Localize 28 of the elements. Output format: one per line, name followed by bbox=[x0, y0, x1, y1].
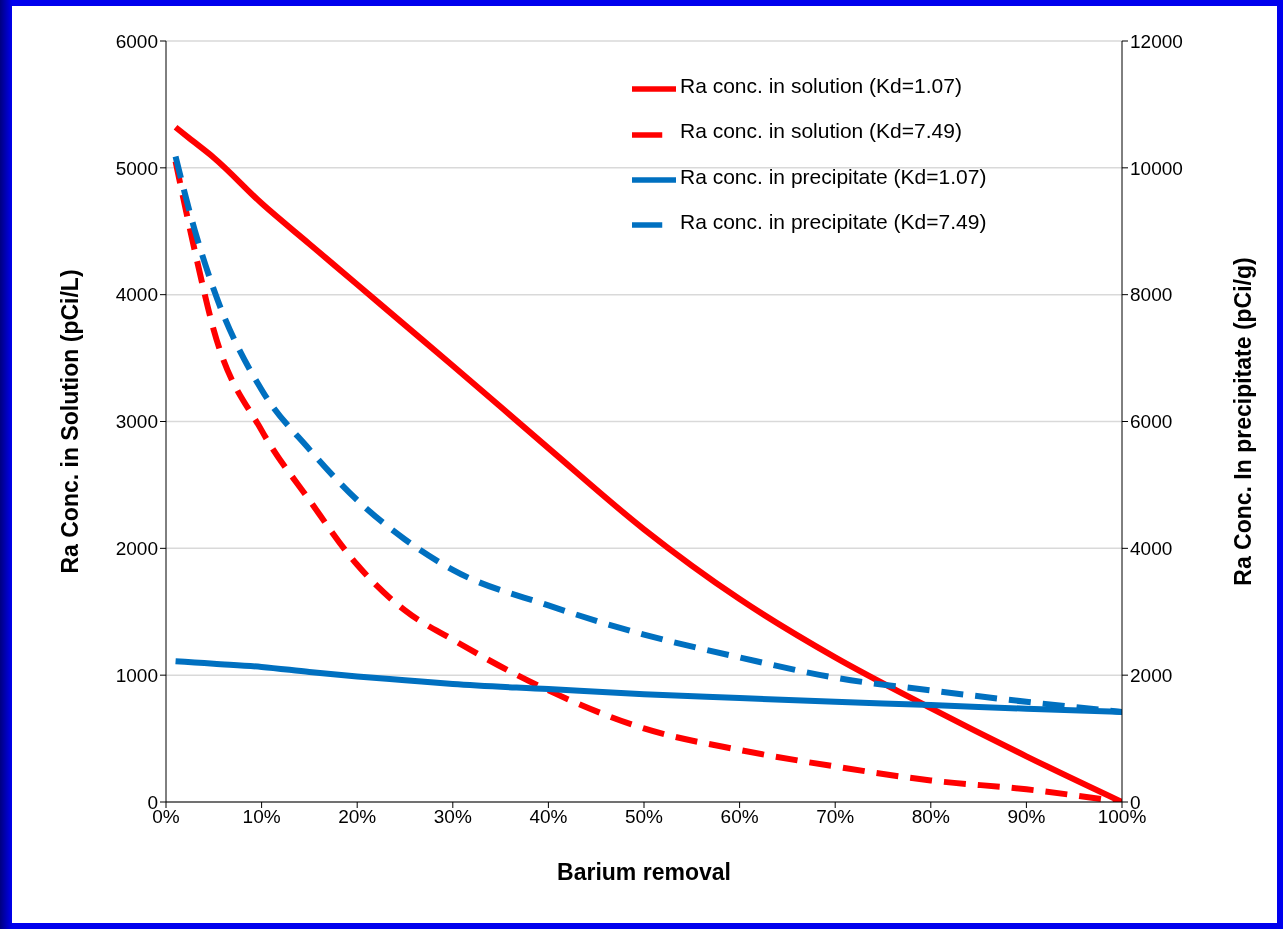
x-tick-label: 80% bbox=[911, 806, 950, 828]
y2-axis-title: Ra Conc. In precipitate (pCi/g) bbox=[1230, 257, 1257, 586]
y2-tick-label: 10000 bbox=[1130, 157, 1183, 179]
y2-tick-label: 8000 bbox=[1130, 284, 1173, 306]
x-tick-label: 70% bbox=[816, 806, 855, 828]
y-tick-label: 2000 bbox=[115, 538, 158, 560]
y-axis-title: Ra Conc. in Solution (pCi/L) bbox=[57, 269, 84, 574]
legend-label: Ra conc. in solution (Kd=1.07) bbox=[680, 74, 962, 97]
y-tick-label: 5000 bbox=[115, 157, 158, 179]
x-tick-label: 20% bbox=[338, 806, 377, 828]
y2-tick-label: 6000 bbox=[1130, 411, 1173, 433]
x-axis-title: Barium removal bbox=[557, 859, 731, 886]
x-tick-label: 60% bbox=[720, 806, 759, 828]
x-tick-label: 10% bbox=[242, 806, 281, 828]
x-tick-label: 40% bbox=[529, 806, 568, 828]
y-tick-label: 4000 bbox=[115, 284, 158, 306]
y-tick-label: 3000 bbox=[115, 411, 158, 433]
legend-label: Ra conc. in precipitate (Kd=1.07) bbox=[680, 164, 987, 188]
x-tick-label: 50% bbox=[624, 806, 664, 828]
x-tick-label: 30% bbox=[433, 806, 472, 828]
y2-tick-label: 12000 bbox=[1130, 30, 1183, 52]
legend-label: Ra conc. in precipitate (Kd=7.49) bbox=[680, 209, 987, 233]
y2-tick-label: 4000 bbox=[1130, 538, 1173, 560]
x-tick-label: 90% bbox=[1007, 806, 1046, 828]
y-tick-label: 6000 bbox=[115, 30, 158, 52]
legend-label: Ra conc. in solution (Kd=7.49) bbox=[680, 119, 962, 143]
y2-tick-label: 2000 bbox=[1130, 664, 1173, 686]
y-tick-label: 1000 bbox=[115, 664, 158, 686]
